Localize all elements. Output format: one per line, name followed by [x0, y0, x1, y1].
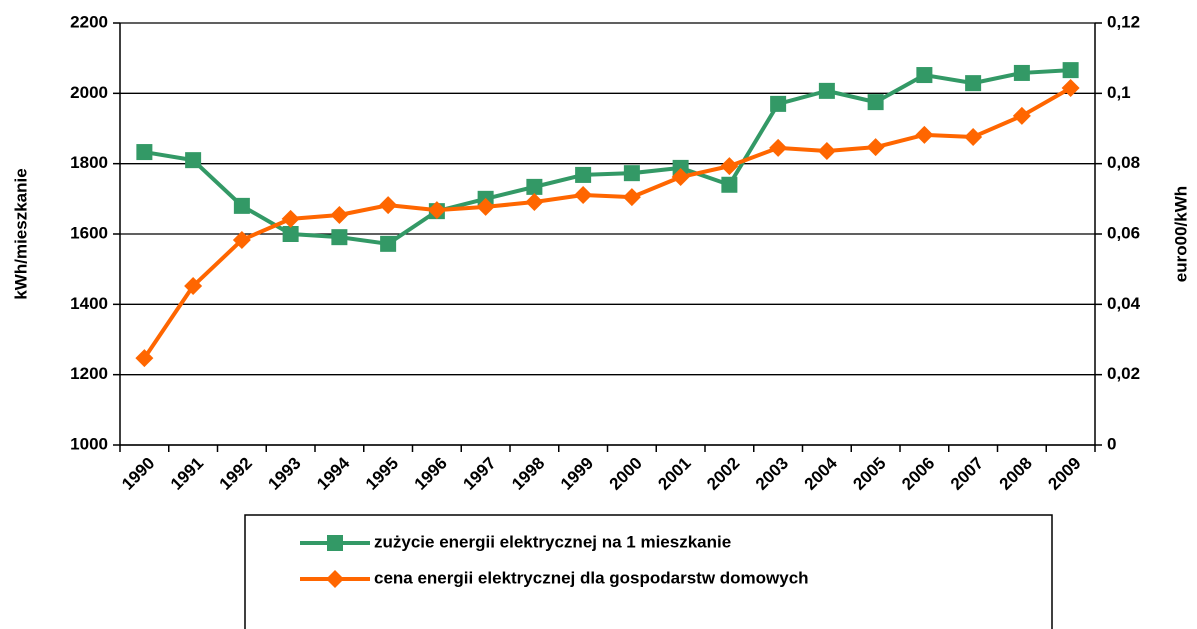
data-point	[1013, 64, 1030, 81]
legend-marker	[326, 570, 344, 588]
x-tick-label: 2004	[801, 453, 842, 494]
x-tick-label: 1993	[264, 454, 304, 494]
data-point	[184, 277, 203, 296]
x-tick-label: 1998	[508, 454, 548, 494]
data-point	[965, 75, 982, 92]
data-point	[136, 144, 153, 161]
data-point	[915, 125, 934, 144]
x-tick-label: 2006	[898, 454, 938, 494]
data-point	[1012, 106, 1031, 125]
data-point	[379, 196, 398, 215]
x-tick-label: 1992	[216, 454, 256, 494]
y2-tick-label: 0,12	[1107, 12, 1140, 31]
x-tick-label: 2007	[947, 454, 987, 494]
x-tick-label: 2005	[849, 454, 889, 494]
data-point	[671, 168, 690, 187]
legend-label: cena energii elektrycznej dla gospodarst…	[374, 568, 809, 587]
x-tick-label: 1995	[362, 454, 402, 494]
data-point	[1061, 79, 1080, 98]
x-tick-label: 2008	[996, 454, 1036, 494]
data-point	[818, 82, 835, 99]
data-point	[380, 235, 397, 252]
data-point	[964, 127, 983, 146]
data-point	[135, 349, 154, 368]
data-point	[281, 209, 300, 228]
y2-tick-label: 0,1	[1107, 83, 1131, 102]
y-axis-title: kWh/mieszkanie	[11, 168, 30, 299]
x-tick-label: 1996	[411, 454, 451, 494]
data-point	[427, 201, 446, 220]
legend-label: zużycie energii elektrycznej na 1 mieszk…	[374, 532, 731, 551]
series-line	[144, 68, 1071, 246]
y-tick-label: 1000	[70, 434, 108, 453]
data-point	[282, 226, 299, 242]
x-tick-label: 1994	[313, 453, 354, 494]
y2-tick-label: 0,04	[1107, 294, 1141, 313]
data-point	[476, 197, 495, 216]
data-point	[866, 138, 885, 157]
y2-tick-label: 0,02	[1107, 364, 1140, 383]
data-point	[331, 229, 348, 246]
data-point	[867, 94, 884, 111]
x-tick-label: 2009	[1044, 454, 1084, 494]
y-tick-label: 1800	[70, 153, 108, 172]
data-point	[721, 176, 738, 193]
data-point	[770, 95, 787, 112]
data-point	[916, 67, 933, 84]
y-tick-label: 1600	[70, 223, 108, 242]
legend-box	[244, 514, 1053, 629]
data-point	[817, 142, 836, 161]
x-tick-label: 2002	[703, 454, 743, 494]
x-tick-label: 2003	[752, 454, 792, 494]
x-tick-label: 1991	[167, 454, 207, 494]
y-tick-label: 1200	[70, 364, 108, 383]
data-point	[233, 197, 250, 214]
series-line	[142, 86, 1072, 360]
data-point	[526, 178, 543, 195]
data-point	[185, 152, 202, 169]
y2-tick-label: 0	[1107, 434, 1116, 453]
y-tick-label: 2000	[70, 83, 108, 102]
data-point	[622, 188, 641, 207]
y2-tick-label: 0,08	[1107, 153, 1140, 172]
x-tick-label: 1997	[459, 454, 499, 494]
y2-tick-label: 0,06	[1107, 223, 1140, 242]
legend-marker	[327, 535, 343, 551]
y2-axis-title: euro00/kWh	[1171, 186, 1190, 282]
data-point	[720, 157, 739, 176]
data-point	[232, 230, 251, 249]
x-tick-label: 2001	[654, 454, 694, 494]
x-tick-label: 1990	[118, 454, 158, 494]
data-point	[525, 192, 544, 211]
x-tick-label: 2000	[606, 454, 646, 494]
y-tick-label: 1400	[70, 294, 108, 313]
x-tick-label: 1999	[557, 454, 597, 494]
data-point	[330, 206, 349, 225]
data-point	[575, 166, 592, 183]
y-tick-label: 2200	[70, 12, 108, 31]
data-point	[623, 165, 640, 182]
data-point	[672, 159, 689, 176]
data-point	[1062, 62, 1079, 79]
data-point	[769, 138, 788, 157]
data-point	[574, 185, 593, 204]
